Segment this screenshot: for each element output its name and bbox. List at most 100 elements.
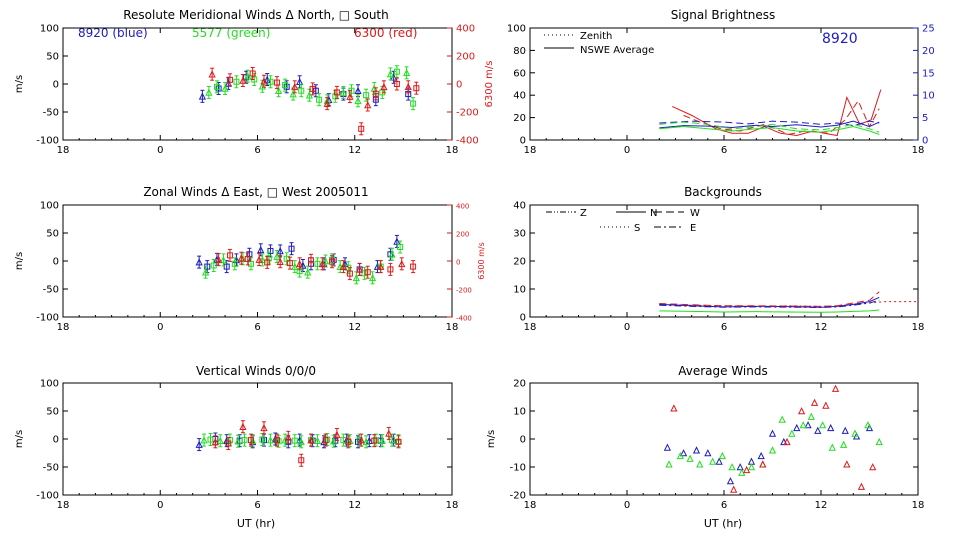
meridional-series-2-square-marker — [413, 85, 420, 92]
zonal-series-2-point — [356, 262, 364, 276]
zonal-series-1-triangle-marker — [273, 252, 281, 260]
zonal-series-1-square-marker — [265, 255, 272, 262]
backgrounds-series-4-line — [659, 299, 880, 308]
meridional-series-2-square-marker — [249, 70, 256, 77]
zonal-panel: Zonal Winds Δ East, □ West 2005011 m/s 6… — [14, 185, 486, 280]
vertical-series-2-point — [284, 430, 292, 444]
brightness-y2-tick-label: 0 — [922, 136, 928, 147]
zonal-series-1-triangle-marker — [202, 268, 210, 276]
vertical-x-tick-label: 18 — [446, 500, 459, 511]
meridional-series-2-point — [249, 67, 256, 80]
zonal-y-tick-label: 50 — [46, 229, 59, 240]
brightness-series-3-line — [659, 120, 880, 129]
average-series-2-point — [759, 460, 767, 468]
vertical-series-1-point — [313, 434, 322, 448]
brightness-x-tick-label: 12 — [815, 145, 828, 156]
vertical-series-1-square-marker — [291, 437, 298, 444]
vertical-series-1-point — [297, 435, 305, 449]
zonal-series-2-square-marker — [329, 258, 336, 265]
meridional-x-tick-label: 6 — [254, 145, 260, 156]
vertical-series-2-square-marker — [371, 437, 378, 444]
zonal-y-tick-label: -50 — [43, 285, 59, 296]
average-series-1-triangle-marker — [799, 421, 807, 429]
average-series-1-point — [665, 460, 673, 468]
backgrounds-x-tick-label: 6 — [721, 322, 727, 333]
vertical-series-2-triangle-marker — [260, 423, 268, 432]
meridional-series-2-square-marker — [333, 89, 340, 96]
meridional-series-2-square-marker — [372, 90, 379, 97]
average-series-0-triangle-marker — [814, 426, 822, 434]
vertical-series-1-triangle-marker — [313, 436, 322, 444]
average-series-1-point — [768, 446, 777, 454]
meridional-series-0-point — [198, 89, 207, 103]
vertical-series-2-square-marker — [248, 437, 255, 444]
zonal-y2-tick-label: -200 — [456, 287, 472, 295]
zonal-x-tick-label: 6 — [254, 322, 260, 333]
average-series-0-point — [679, 449, 688, 457]
backgrounds-y-tick-label: 30 — [513, 229, 526, 240]
zonal-y2-label: 6300 m/s — [477, 242, 486, 280]
zonal-series-2-triangle-marker — [339, 262, 348, 270]
meridional-x-tick-label: 12 — [348, 145, 361, 156]
zonal-series-2-square-marker — [244, 255, 251, 262]
brightness-y2-tick-label: 5 — [922, 113, 928, 124]
zonal-series-2-triangle-marker — [214, 255, 223, 263]
zonal-series-1-point — [283, 252, 290, 266]
zonal-y2-tick-label: -400 — [456, 315, 472, 323]
vertical-series-1-square-marker — [389, 437, 396, 444]
brightness-x-tick-label: 0 — [624, 145, 630, 156]
zonal-series-1-point — [265, 251, 272, 265]
vertical-series-1-point — [207, 433, 214, 447]
meridional-series-1-square-marker — [363, 92, 370, 99]
average-series-0-point — [814, 426, 822, 434]
zonal-series-2-point — [364, 265, 371, 279]
zonal-series-0-point — [267, 244, 274, 258]
zonal-series-2-point — [276, 255, 284, 269]
meridional-series-1-point — [298, 84, 305, 98]
meridional-series-2-square-marker — [226, 76, 233, 83]
average-series-1-point — [696, 460, 704, 468]
vertical-panel: Vertical Winds 0/0/0 m/s UT (hr) — [14, 364, 316, 530]
zonal-series-2-square-marker — [364, 269, 371, 276]
zonal-series-1-triangle-marker — [368, 273, 377, 282]
average-y-tick-label: 0 — [520, 435, 526, 446]
backgrounds-series-3-line — [659, 309, 880, 313]
average-series-2-triangle-marker — [831, 384, 840, 392]
backgrounds-series-2-line — [659, 291, 880, 307]
zonal-series-1-triangle-marker — [291, 262, 299, 270]
average-series-0-point — [841, 426, 849, 434]
meridional-series-0-triangle-marker — [354, 86, 362, 95]
average-series-0-triangle-marker — [827, 423, 835, 432]
meridional-series-1-point — [244, 69, 252, 83]
average-x-tick-label: 6 — [721, 500, 727, 511]
average-series-0-triangle-marker — [736, 463, 744, 471]
average-y-tick-label: 20 — [513, 379, 526, 390]
average-series-0-point — [793, 423, 801, 432]
zonal-series-1-point — [304, 265, 312, 279]
vertical-series-1-square-marker — [241, 437, 248, 444]
brightness-y-tick-label: 100 — [507, 24, 526, 35]
average-series-0-triangle-marker — [704, 449, 712, 457]
vertical-series-1-point — [291, 434, 298, 448]
average-x-tick-label: 12 — [815, 500, 828, 511]
vertical-series-2-triangle-marker — [333, 430, 341, 438]
zonal-series-2-triangle-marker — [318, 259, 326, 268]
vertical-series-2-point — [357, 433, 365, 447]
zonal-series-1-point — [202, 265, 210, 279]
backgrounds-x-tick-label: 0 — [624, 322, 630, 333]
bg-legend-n: N — [650, 208, 657, 219]
average-series-2-point — [857, 482, 866, 490]
meridional-series-2-point — [323, 97, 331, 111]
vertical-series-1-point — [362, 435, 370, 449]
meridional-panel: Resolute Meridional Winds Δ North, □ Sou… — [14, 8, 495, 107]
zonal-series-0-square-marker — [267, 247, 274, 254]
average-series-2-triangle-marker — [822, 401, 830, 409]
backgrounds-panel: Backgrounds Z N W S E — [546, 185, 762, 234]
meridional-series-2-point — [291, 80, 299, 94]
vertical-x-tick-label: 12 — [348, 500, 361, 511]
meridional-x-tick-label: 18 — [57, 145, 70, 156]
average-series-1-triangle-marker — [718, 451, 726, 460]
zonal-y2-tick-label: 200 — [456, 231, 469, 239]
meridional-series-1-point — [205, 85, 213, 99]
